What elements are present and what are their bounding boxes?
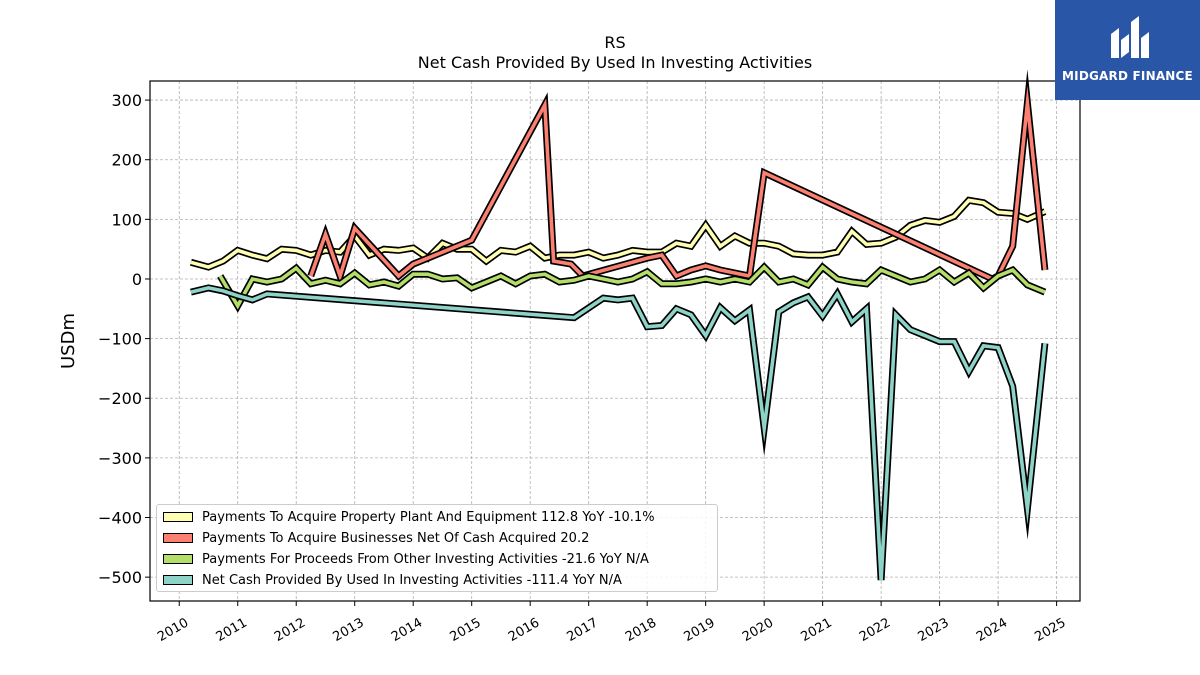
x-tick-label: 2015 [448, 615, 484, 645]
legend-item-ppe: Payments To Acquire Property Plant And E… [163, 508, 655, 526]
legend-item-net-cash: Net Cash Provided By Used In Investing A… [163, 571, 622, 589]
y-axis-label: USDm [58, 313, 79, 369]
y-tick-label: −200 [98, 389, 142, 408]
legend-label-ppe: Payments To Acquire Property Plant And E… [202, 509, 655, 525]
x-tick-label: 2013 [331, 615, 367, 645]
x-tick-label: 2020 [740, 615, 776, 645]
chart-subtitle: Net Cash Provided By Used In Investing A… [418, 53, 812, 72]
y-tick-label: −400 [98, 509, 142, 528]
x-axis: 2010 2011 2012 2013 2014 2015 2016 2017 2018 2019… [155, 601, 1069, 645]
x-tick-label: 2022 [857, 615, 893, 645]
legend-swatch-other-investing [163, 554, 193, 564]
x-tick-label: 2014 [389, 615, 425, 645]
grid [150, 81, 1080, 601]
logo-text: MIDGARD FINANCE [1062, 69, 1193, 83]
y-tick-label: −100 [98, 330, 142, 349]
x-tick-label: 2023 [915, 615, 951, 645]
chart-legend: Payments To Acquire Property Plant And E… [156, 504, 718, 592]
y-tick-label: 100 [111, 210, 142, 229]
y-tick-label: 300 [111, 91, 142, 110]
chart-title: RS [604, 33, 625, 52]
legend-swatch-ppe [163, 512, 193, 522]
legend-label-businesses: Payments To Acquire Businesses Net Of Ca… [202, 530, 590, 546]
x-tick-label: 2018 [623, 615, 659, 645]
y-tick-label: −300 [98, 449, 142, 468]
plot-area-frame [149, 80, 1081, 602]
x-tick-label: 2011 [214, 615, 250, 645]
legend-item-other-investing: Payments For Proceeds From Other Investi… [163, 550, 649, 568]
series-line-other-investing [218, 264, 1046, 310]
y-tick-label: −500 [98, 568, 142, 587]
series-other-investing [217, 262, 1047, 313]
logo-mark-icon [1111, 16, 1149, 58]
x-tick-label: 2024 [974, 615, 1010, 645]
x-tick-label: 2025 [1032, 615, 1068, 645]
y-tick-label: 0 [132, 270, 142, 289]
legend-label-other-investing: Payments For Proceeds From Other Investi… [202, 551, 649, 567]
y-tick-label: 200 [111, 151, 142, 170]
series-line-net-cash [190, 286, 1047, 581]
x-tick-label: 2010 [155, 615, 191, 645]
legend-swatch-net-cash [163, 575, 193, 585]
y-axis: 300 200 100 0 −100 −200 −300 −400 −500 [98, 91, 150, 587]
series-lines [189, 69, 1049, 581]
series-net-cash [190, 284, 1049, 581]
x-tick-label: 2012 [272, 615, 308, 645]
x-tick-label: 2019 [682, 615, 718, 645]
legend-label-net-cash: Net Cash Provided By Used In Investing A… [202, 572, 622, 588]
x-tick-label: 2021 [798, 615, 834, 645]
midgard-finance-logo: MIDGARD FINANCE [1055, 0, 1200, 100]
legend-item-businesses: Payments To Acquire Businesses Net Of Ca… [163, 529, 589, 547]
x-tick-label: 2016 [506, 615, 542, 645]
legend-swatch-businesses [163, 533, 193, 543]
x-tick-label: 2017 [565, 615, 601, 645]
